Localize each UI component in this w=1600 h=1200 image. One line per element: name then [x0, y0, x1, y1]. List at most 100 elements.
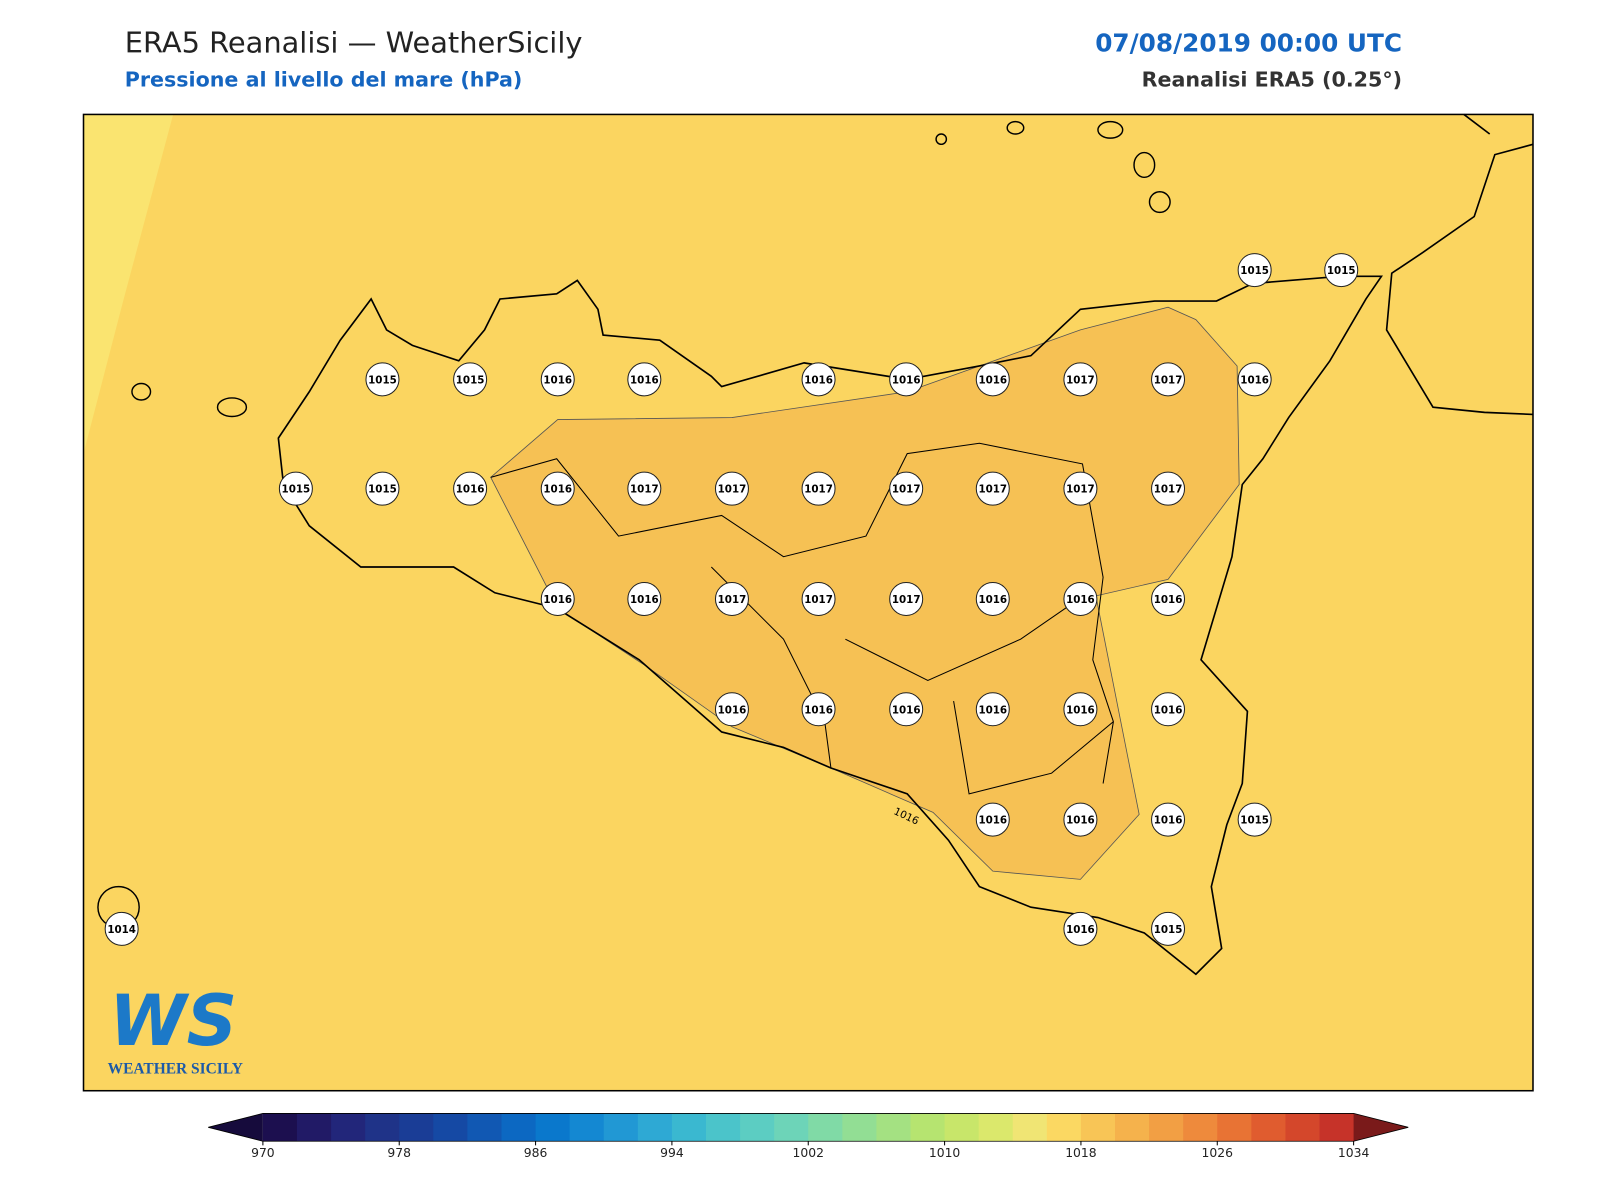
- station-value: 1016: [978, 594, 1007, 606]
- station-value: 1015: [368, 374, 397, 386]
- station-value: 1016: [1066, 815, 1095, 827]
- colorbar-segment: [1319, 1113, 1355, 1142]
- colorbar-segment: [433, 1113, 468, 1142]
- station-value: 1016: [718, 704, 747, 716]
- colorbar-segment: [876, 1113, 912, 1142]
- colorbar-tick-label: 1034: [1338, 1146, 1370, 1160]
- colorbar-segment: [1217, 1113, 1252, 1142]
- station-marker: [1063, 911, 1098, 946]
- pressure-band-high: [490, 306, 1240, 880]
- colorbar-segment: [671, 1113, 707, 1142]
- station-marker: [714, 692, 749, 727]
- station-value: 1016: [543, 484, 572, 496]
- station-marker: [540, 581, 575, 616]
- station-marker: [801, 471, 836, 506]
- colorbar-segment: [1183, 1113, 1218, 1142]
- colorbar-segment: [467, 1113, 502, 1142]
- station-marker: [714, 471, 749, 506]
- colorbar-segment: [1115, 1113, 1150, 1142]
- station-value: 1015: [456, 374, 485, 386]
- station-value: 1016: [978, 374, 1007, 386]
- date: 07/08/2019 00:00 UTC: [1095, 28, 1402, 57]
- colorbar-segment: [501, 1113, 537, 1142]
- station-marker: [975, 802, 1010, 837]
- logo-name: WEATHER SICILY: [108, 1061, 243, 1078]
- station-value: 1015: [1240, 815, 1269, 827]
- colorbar-tick-label: 978: [387, 1146, 411, 1160]
- station-value: 1016: [1154, 594, 1183, 606]
- station-marker: [1063, 692, 1098, 727]
- station-marker: [365, 471, 400, 506]
- station-value: 1016: [543, 594, 572, 606]
- map-border: [82, 113, 1534, 1092]
- colorbar-segment: [331, 1113, 366, 1142]
- station-value: 1016: [804, 374, 833, 386]
- station-marker: [1237, 253, 1272, 288]
- station-marker: [801, 692, 836, 727]
- station-value: 1016: [892, 374, 921, 386]
- station-value: 1016: [978, 815, 1007, 827]
- station-marker: [975, 471, 1010, 506]
- station-marker: [1063, 802, 1098, 837]
- logo: WS WEATHER SICILY: [108, 980, 243, 1078]
- logo-mark: WS: [109, 980, 237, 1062]
- station-value: 1016: [1154, 704, 1183, 716]
- colorbar-over: [1353, 1113, 1409, 1142]
- colorbar-segment: [944, 1113, 980, 1142]
- source: Reanalisi ERA5 (0.25°): [1142, 67, 1402, 91]
- colorbar-segment: [637, 1113, 673, 1142]
- stations: 1015 1015 1015 1015 1016 1016 1016 1016 1016 1017…: [104, 253, 1359, 946]
- colorbar-segment: [569, 1113, 605, 1142]
- station-marker: [975, 362, 1010, 397]
- station-marker: [1151, 911, 1186, 946]
- station-marker: [1151, 581, 1186, 616]
- station-value: 1016: [978, 704, 1007, 716]
- station-marker: [1063, 362, 1098, 397]
- colorbar-segment: [1080, 1113, 1116, 1142]
- station-value: 1017: [892, 484, 921, 496]
- station-marker: [1063, 581, 1098, 616]
- colorbar-tick-label: 986: [524, 1146, 548, 1160]
- colorbar-segment: [774, 1113, 809, 1142]
- islands: [97, 120, 1171, 929]
- station-marker: [975, 581, 1010, 616]
- colorbar-segment: [808, 1113, 843, 1142]
- station-value: 1014: [107, 924, 136, 936]
- station-value: 1017: [804, 484, 833, 496]
- coastline: [277, 275, 1384, 976]
- station-value: 1017: [718, 484, 747, 496]
- station-marker: [453, 362, 488, 397]
- station-value: 1017: [1154, 484, 1183, 496]
- station-value: 1017: [978, 484, 1007, 496]
- station-value: 1015: [1327, 265, 1356, 277]
- colorbar-segment: [1251, 1113, 1286, 1142]
- colorbar-tick-label: 994: [660, 1146, 684, 1160]
- station-value: 1015: [1154, 924, 1183, 936]
- colorbar-segment: [910, 1113, 946, 1142]
- map-frame: [83, 113, 1534, 1091]
- station-value: 1016: [543, 374, 572, 386]
- station-value: 1017: [630, 484, 659, 496]
- station-marker: [889, 581, 924, 616]
- station-marker: [1237, 802, 1272, 837]
- colorbar-segment: [705, 1113, 741, 1142]
- colorbar-tick-label: 1018: [1065, 1146, 1097, 1160]
- station-marker: [540, 471, 575, 506]
- colorbar-segment: [1149, 1113, 1184, 1142]
- station-value: 1016: [804, 704, 833, 716]
- colorbar-segment: [1046, 1113, 1082, 1142]
- station-value: 1017: [804, 594, 833, 606]
- station-marker: [453, 471, 488, 506]
- station-value: 1017: [1154, 374, 1183, 386]
- colorbar-segment: [978, 1113, 1014, 1142]
- colorbar-segment: [1012, 1113, 1048, 1142]
- title: ERA5 Reanalisi — WeatherSicily: [125, 25, 583, 59]
- station-value: 1017: [718, 594, 747, 606]
- station-value: 1016: [1066, 924, 1095, 936]
- station-marker: [365, 362, 400, 397]
- station-marker: [1151, 471, 1186, 506]
- station-marker: [714, 581, 749, 616]
- station-marker: [889, 362, 924, 397]
- pressure-band-low: [83, 114, 174, 454]
